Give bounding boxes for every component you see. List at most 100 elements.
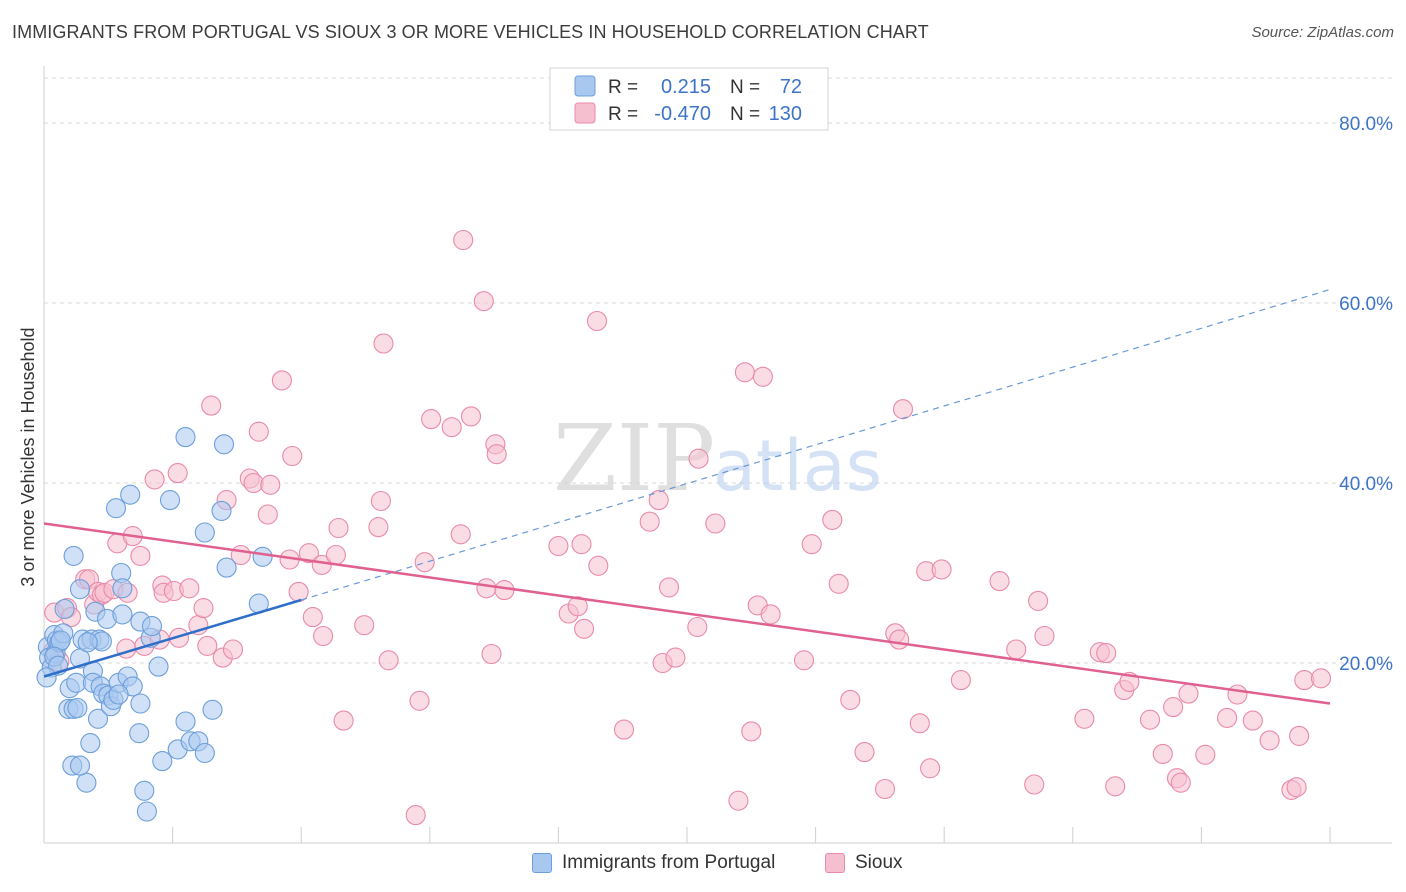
sioux-point <box>665 647 686 668</box>
sioux-point <box>1028 590 1049 611</box>
portugal-point <box>120 484 141 505</box>
sioux-point <box>368 517 389 538</box>
source-label: Source: ZipAtlas.com <box>1251 24 1394 41</box>
sioux-point <box>828 573 849 594</box>
sioux-point <box>243 472 264 494</box>
chart-title: IMMIGRANTS FROM PORTUGAL VS SIOUX 3 OR M… <box>12 22 929 42</box>
sioux-points <box>42 229 1332 826</box>
legend-r-value-sioux: -0.470 <box>654 103 711 125</box>
legend-n-label-portugal: N = <box>730 77 760 98</box>
sioux-point <box>325 544 346 566</box>
sioux-point <box>920 758 941 779</box>
portugal-point <box>36 667 57 688</box>
sioux-point <box>734 362 755 383</box>
portugal-point <box>80 733 101 754</box>
sioux-point <box>248 421 269 442</box>
sioux-point <box>453 229 474 251</box>
y-axis-label: 3 or more Vehicles in Household <box>18 327 38 586</box>
portugal-point <box>213 434 235 455</box>
portugal-point <box>130 693 151 714</box>
sioux-point <box>378 650 399 671</box>
sioux-point <box>193 598 214 619</box>
sioux-point <box>373 333 394 354</box>
portugal-point <box>136 801 157 822</box>
series-legend: Immigrants from Portugal Sioux <box>0 850 1406 880</box>
sioux-point <box>473 291 494 312</box>
portugal-point <box>194 522 215 543</box>
sioux-point <box>282 445 303 467</box>
legend-item-portugal: Immigrants from Portugal <box>532 852 775 874</box>
portugal-trend-line <box>43 598 302 678</box>
sioux-point <box>1170 772 1191 793</box>
sioux-point <box>302 607 323 628</box>
sioux-point <box>688 448 709 469</box>
sioux-point <box>1006 639 1027 660</box>
sioux-point <box>421 409 442 430</box>
sioux-point <box>571 534 592 555</box>
trend-lines <box>43 288 1331 705</box>
sioux-point <box>1242 710 1263 731</box>
sioux-point <box>222 639 244 660</box>
portugal-point <box>112 578 133 599</box>
sioux-point <box>567 596 588 617</box>
portugal-point <box>159 490 181 511</box>
sioux-point <box>167 463 188 484</box>
portugal-point <box>67 697 88 719</box>
sioux-point <box>409 690 430 711</box>
portugal-point <box>69 579 91 600</box>
legend-swatch-sioux <box>574 102 596 124</box>
watermark-atlas: atlas <box>713 425 882 507</box>
sioux-point <box>909 713 930 734</box>
sioux-point <box>687 616 708 638</box>
sioux-point <box>460 406 482 427</box>
portugal-point <box>141 616 163 637</box>
y-tick-label: 20.0% <box>1339 654 1393 675</box>
portugal-point <box>252 546 273 567</box>
portugal-point <box>216 557 237 578</box>
portugal-point <box>211 500 232 521</box>
sioux-point <box>728 790 749 811</box>
legend-item-sioux: Sioux <box>825 852 903 874</box>
sioux-point <box>481 643 502 665</box>
sioux-point <box>370 490 391 512</box>
y-tick-label: 40.0% <box>1339 474 1393 495</box>
legend-r-value-portugal: 0.215 <box>661 76 711 98</box>
sioux-point <box>130 545 151 566</box>
sioux-point <box>840 689 861 710</box>
portugal-point <box>134 780 155 801</box>
sioux-point <box>760 604 781 625</box>
sioux-point <box>854 742 875 763</box>
sioux-point <box>313 625 334 647</box>
portugal-point <box>77 632 98 653</box>
sioux-point <box>950 670 971 691</box>
portugal-point <box>175 427 196 448</box>
sioux-point <box>586 310 608 332</box>
scatter-plot: 20.0%40.0%60.0%80.0%0.0%100.0% ZIP atlas… <box>18 66 1393 844</box>
portugal-point <box>152 751 173 772</box>
sioux-point <box>801 534 822 555</box>
sioux-point <box>298 543 319 564</box>
sioux-point <box>889 629 910 650</box>
y-tick-label: 60.0% <box>1339 294 1393 315</box>
sioux-point <box>705 513 726 534</box>
sioux-point <box>405 805 426 826</box>
sioux-point <box>354 615 375 636</box>
portugal-point <box>202 699 223 720</box>
sioux-point <box>1178 683 1199 704</box>
sioux-point <box>1024 774 1045 795</box>
legend-frame <box>549 67 829 131</box>
sioux-point <box>892 399 914 420</box>
sioux-point <box>639 511 660 532</box>
portugal-point <box>63 545 84 566</box>
sioux-point <box>989 571 1010 592</box>
sioux-point <box>1286 777 1307 798</box>
sioux-point <box>588 555 609 576</box>
portugal-point <box>108 684 129 705</box>
sioux-point <box>197 635 218 656</box>
portugal-point <box>76 772 97 793</box>
portugal-point <box>175 711 196 732</box>
sioux-point <box>1163 697 1184 718</box>
legend-label-portugal: Immigrants from Portugal <box>562 852 776 873</box>
legend-swatch-portugal <box>574 75 596 97</box>
sioux-point <box>1310 668 1332 689</box>
